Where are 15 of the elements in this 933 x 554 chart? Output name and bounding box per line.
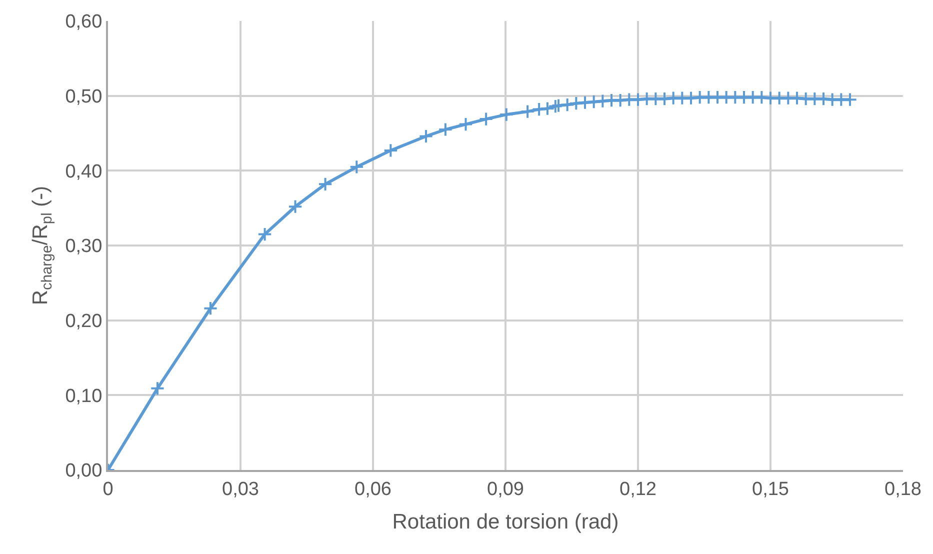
- y-tick-label: 0,00: [65, 460, 102, 482]
- x-tick-label: 0,06: [354, 478, 392, 500]
- y-tick-label: 0,50: [65, 86, 102, 108]
- y-tick-label: 0,30: [65, 236, 102, 258]
- x-tick-label: 0,18: [884, 478, 922, 500]
- x-tick-label: 0,09: [487, 478, 524, 500]
- y-tick-label: 0,40: [65, 161, 102, 182]
- y-tick-label: 0,10: [65, 386, 102, 407]
- x-axis-title: Rotation de torsion (rad): [392, 510, 619, 534]
- x-tick-label: 0,12: [620, 478, 656, 500]
- y-tick-label: 0,20: [65, 310, 102, 332]
- x-tick-label: 0,03: [222, 478, 259, 500]
- x-tick-label: 0,15: [752, 478, 789, 500]
- x-tick-label: 0: [102, 478, 114, 500]
- y-tick-label: 0,60: [65, 12, 102, 33]
